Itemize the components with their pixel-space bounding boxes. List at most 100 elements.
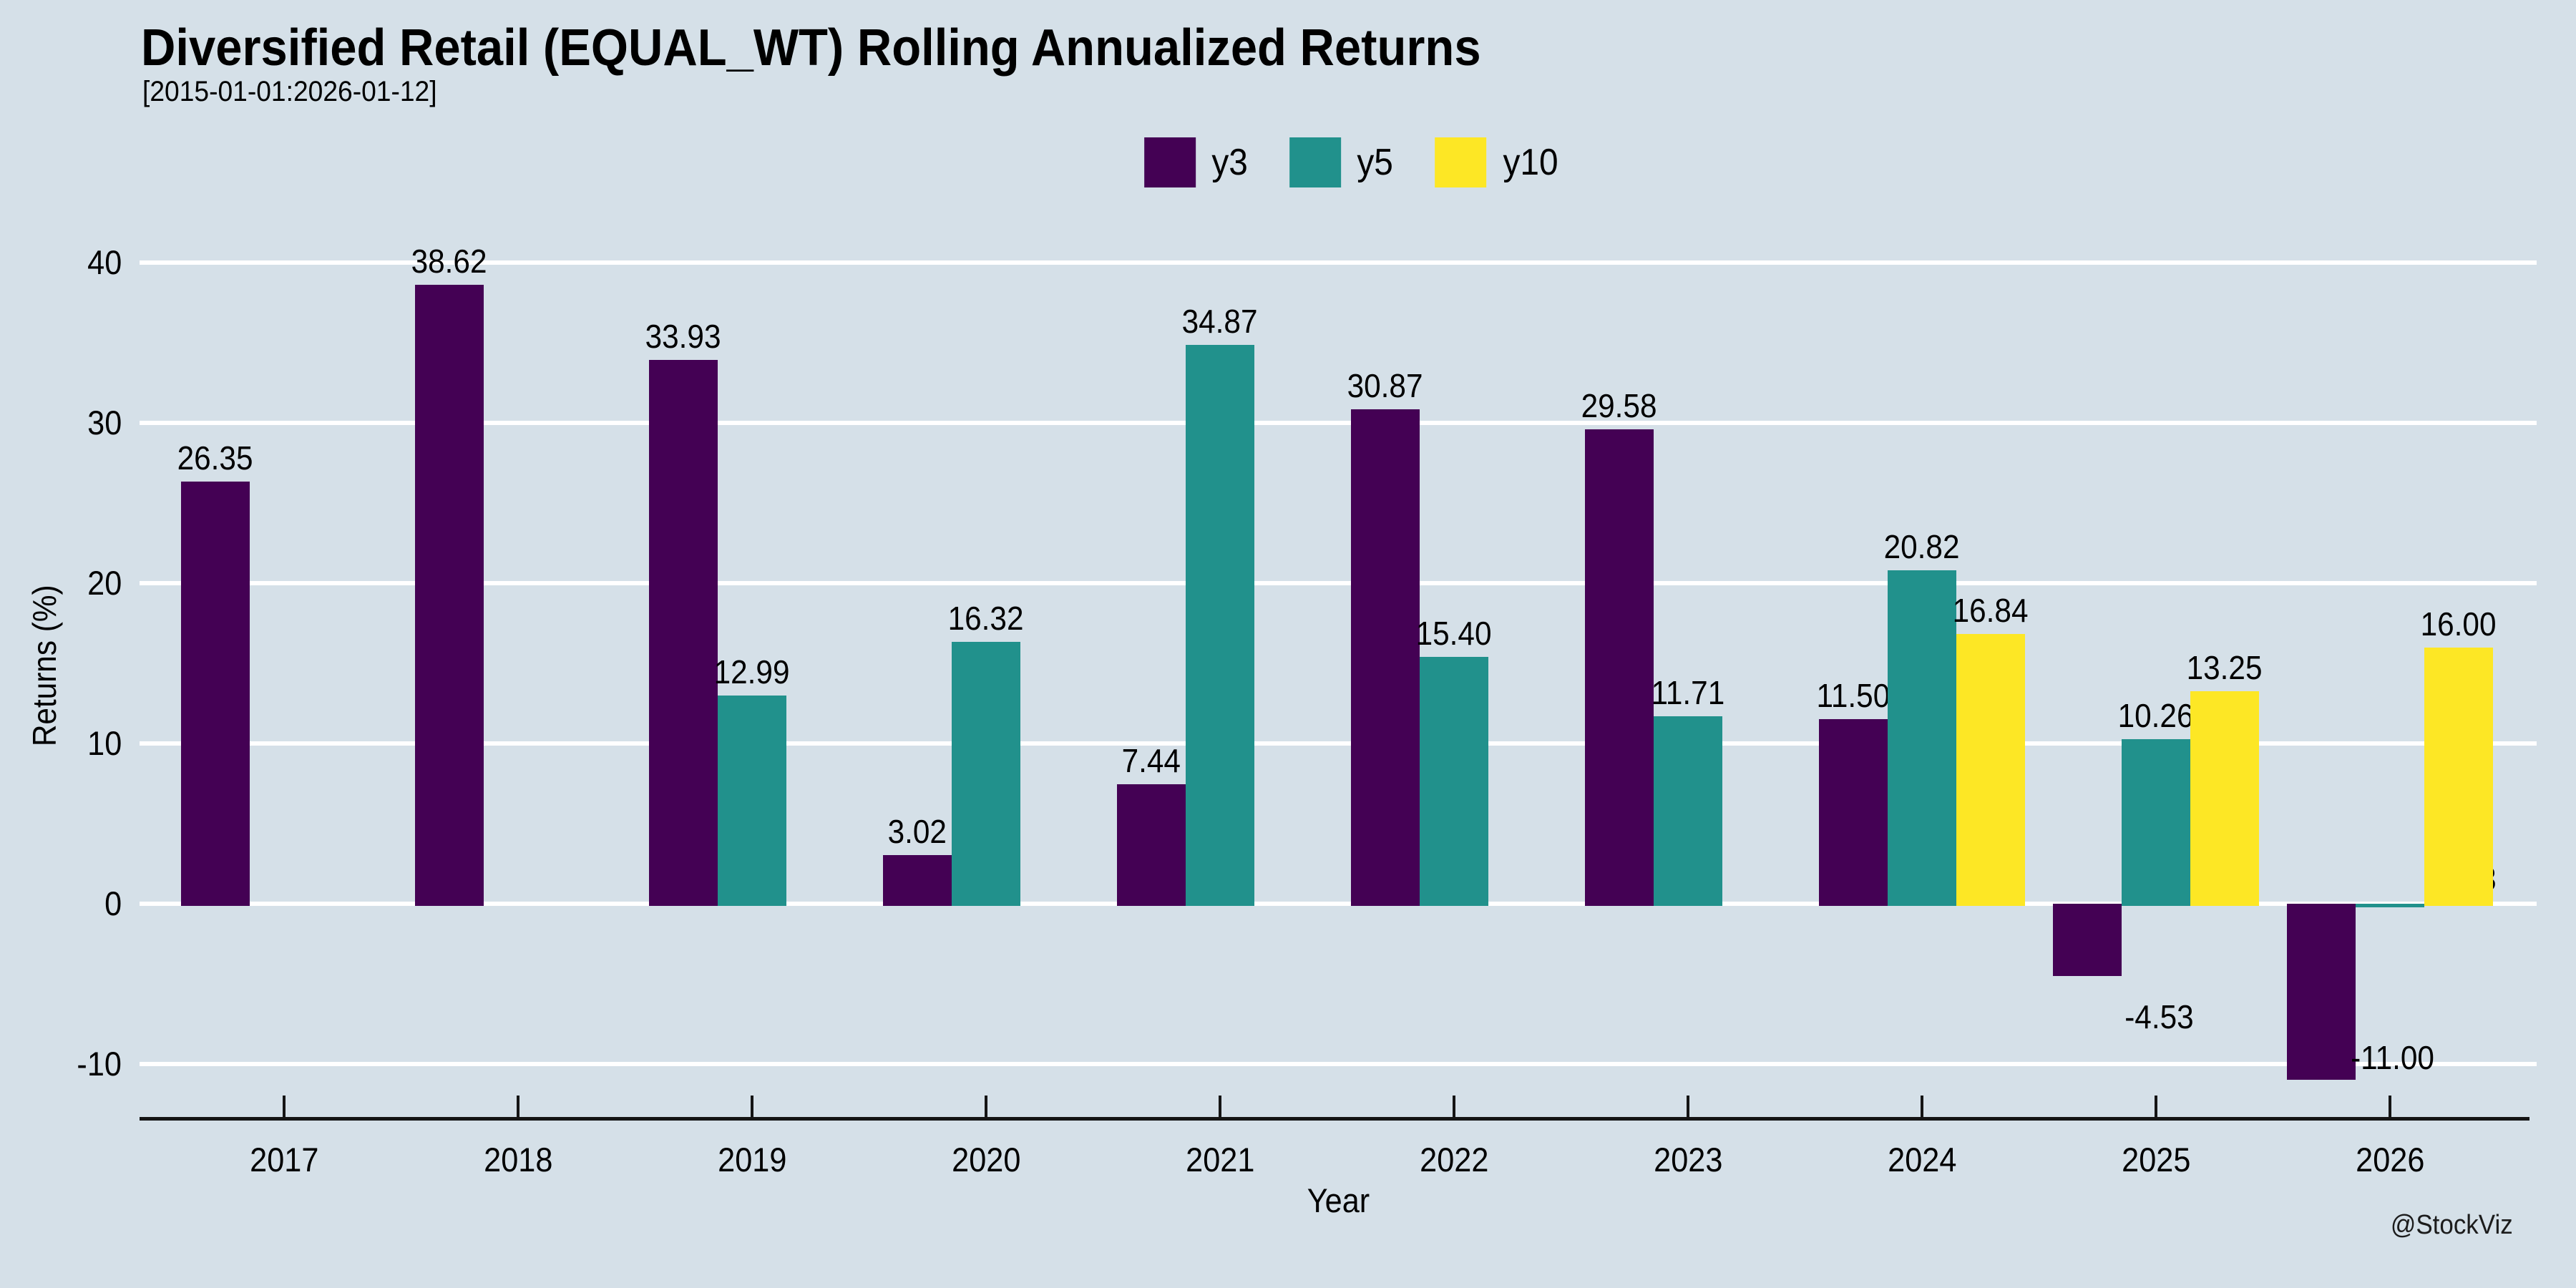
- gridline-y--10: [140, 1062, 2537, 1066]
- bar-y3-2021: [1117, 784, 1186, 906]
- bar-y3-2020: [883, 855, 952, 906]
- legend-swatch-y5: [1289, 137, 1342, 187]
- bar-value-text: 15.40: [1416, 615, 1492, 653]
- bar-y10-2025: [2190, 691, 2259, 906]
- x-tick-label-2021: 2021: [1134, 1140, 1306, 1180]
- x-tick-label-2023: 2023: [1602, 1140, 1774, 1180]
- y-tick-label-20: 20: [0, 562, 122, 605]
- x-tick-label-2026: 2026: [2304, 1140, 2476, 1180]
- bar-y5-2025: [2122, 739, 2190, 906]
- x-tick-label-text: 2019: [717, 1141, 787, 1179]
- bar-value-y5-2020: 16.32: [886, 600, 1086, 636]
- bar-y3-2024: [1819, 719, 1888, 906]
- x-tick-label-2018: 2018: [432, 1140, 604, 1180]
- gridline-y-30: [140, 421, 2537, 425]
- x-tick-2021: [1219, 1096, 1221, 1117]
- x-tick-label-2017: 2017: [198, 1140, 370, 1180]
- x-tick-2026: [2389, 1096, 2391, 1117]
- gridline-y-20: [140, 581, 2537, 585]
- bar-y3-2026: [2287, 904, 2356, 1080]
- bar-value-text: 11.50: [1816, 677, 1890, 715]
- x-tick-label-text: 2026: [2355, 1141, 2425, 1179]
- legend-swatch-y10: [1435, 137, 1486, 187]
- legend-label-text: y5: [1357, 142, 1393, 183]
- bar-y10-2024: [1956, 633, 2025, 906]
- y-tick-label-0: 0: [0, 882, 122, 925]
- bar-y3-2018: [415, 284, 484, 906]
- x-axis-label-text: Year: [1307, 1181, 1370, 1219]
- gridline-y-0: [140, 902, 2537, 906]
- y-tick-label-text: 30: [87, 404, 122, 441]
- legend-label-text: y3: [1211, 142, 1248, 183]
- y-tick-label-text: 20: [87, 564, 122, 602]
- bar-value-y5-2022: 15.40: [1354, 615, 1554, 651]
- bar-value-text: 30.87: [1347, 366, 1423, 404]
- bar-value-text: -11.00: [2351, 1039, 2435, 1077]
- bar-value-text: 34.87: [1182, 302, 1258, 340]
- legend-item-y3: y3: [1144, 137, 1249, 187]
- bar-value-text: 11.71: [1651, 673, 1725, 711]
- x-tick-label-text: 2018: [483, 1141, 553, 1179]
- x-tick-label-2024: 2024: [1836, 1140, 2008, 1180]
- bar-y3-2019: [649, 359, 718, 906]
- x-tick-2020: [985, 1096, 987, 1117]
- x-tick-2024: [1921, 1096, 1923, 1117]
- bar-value-y10-2025: 13.25: [2124, 650, 2325, 686]
- bar-y5-2022: [1420, 657, 1488, 906]
- bar-value-y3-2017: 26.35: [115, 440, 316, 476]
- watermark-text: @StockViz: [2391, 1210, 2513, 1240]
- bar-y3-2017: [181, 481, 250, 906]
- bar-value-y5-2023: 11.71: [1588, 675, 1788, 711]
- y-tick-label-text: 40: [87, 243, 122, 281]
- legend-label-y5: y5: [1355, 137, 1395, 187]
- bar-value-text: 38.62: [411, 242, 487, 280]
- x-axis-line: [140, 1117, 2529, 1121]
- legend-item-y5: y5: [1289, 137, 1395, 187]
- x-tick-label-text: 2025: [2121, 1141, 2191, 1179]
- gridline-y-40: [140, 260, 2537, 265]
- legend-item-y10: y10: [1435, 137, 1561, 187]
- chart-title: Diversified Retail (EQUAL_WT) Rolling An…: [141, 19, 1582, 77]
- chart-subtitle-text: [2015-01-01:2026-01-12]: [142, 76, 437, 107]
- legend: y3 y5 y10: [1144, 137, 1561, 187]
- bar-value-text: 26.35: [177, 439, 253, 477]
- bar-value-y3-2022: 30.87: [1285, 368, 1485, 404]
- x-tick-label-2019: 2019: [666, 1140, 838, 1180]
- bar-value-y3-2024: 11.50: [1753, 678, 1953, 713]
- bar-value-y5-2021: 34.87: [1120, 303, 1320, 339]
- bar-value-y3-2025: -4.53: [2059, 999, 2259, 1035]
- bar-value-text: 10.26: [2118, 697, 2194, 735]
- y-tick-label-40: 40: [0, 241, 122, 284]
- bar-y10-2026: [2424, 647, 2493, 906]
- bar-y5-2020: [952, 642, 1020, 906]
- bar-y5-2026: [2356, 904, 2424, 908]
- legend-label-y3: y3: [1210, 137, 1249, 187]
- x-tick-label-2022: 2022: [1368, 1140, 1540, 1180]
- bar-value-text: 7.44: [1121, 742, 1181, 780]
- bar-value-text: -4.53: [2124, 998, 2194, 1036]
- bar-value-text: 16.32: [948, 600, 1024, 638]
- y-axis-label: Returns (%): [23, 451, 66, 880]
- x-tick-2017: [283, 1096, 286, 1117]
- bar-value-y3-2026: -11.00: [2293, 1040, 2493, 1075]
- x-tick-label-text: 2020: [951, 1141, 1021, 1179]
- x-axis-label: Year: [1267, 1181, 1410, 1221]
- y-tick-label-10: 10: [0, 722, 122, 765]
- x-tick-label-text: 2017: [249, 1141, 319, 1179]
- bar-value-text: 29.58: [1581, 387, 1657, 425]
- bar-value-y3-2020: 3.02: [817, 814, 1018, 849]
- bar-value-text: 13.25: [2187, 649, 2263, 687]
- bar-value-text: 16.00: [2421, 605, 2497, 643]
- legend-label-y10: y10: [1501, 137, 1561, 187]
- x-tick-label-2025: 2025: [2070, 1140, 2242, 1180]
- bar-y5-2019: [718, 696, 786, 906]
- y-axis-label-text: Returns (%): [26, 585, 63, 746]
- bar-value-y3-2021: 7.44: [1051, 743, 1252, 779]
- bar-value-text: 16.84: [1953, 591, 2029, 629]
- bar-y3-2022: [1351, 409, 1420, 906]
- watermark: @StockViz: [2227, 1208, 2513, 1242]
- x-tick-2022: [1453, 1096, 1455, 1117]
- bar-value-y3-2023: 29.58: [1519, 388, 1719, 424]
- bar-y3-2025: [2053, 904, 2122, 977]
